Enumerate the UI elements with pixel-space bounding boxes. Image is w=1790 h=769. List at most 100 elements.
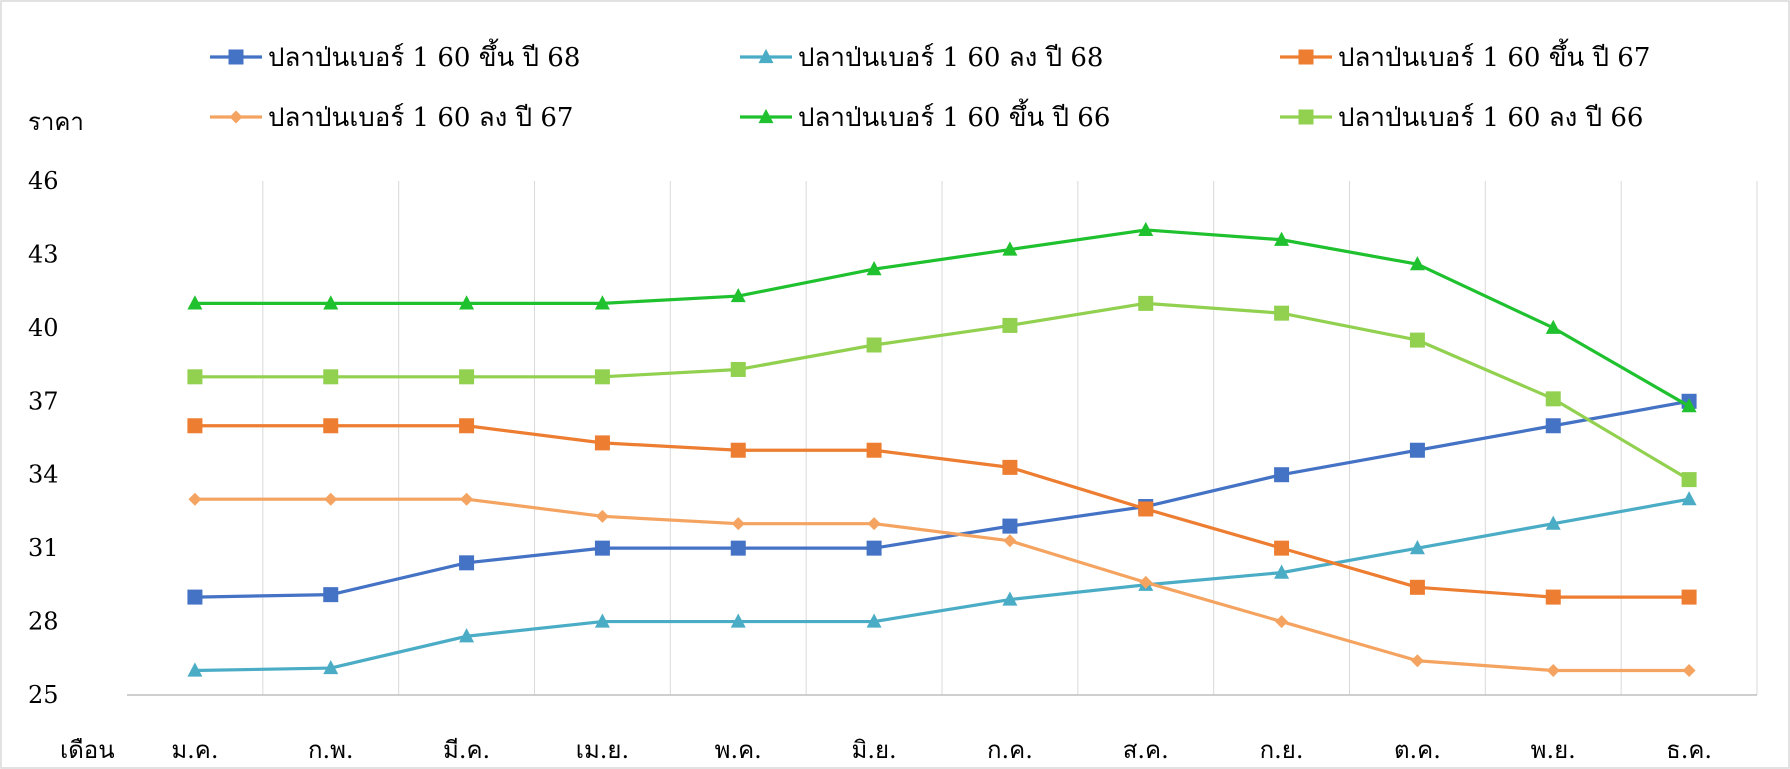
data-point	[1681, 398, 1697, 413]
x-tick-label: ม.ค.	[171, 736, 218, 764]
data-point	[460, 492, 474, 506]
data-point	[1274, 564, 1290, 579]
data-point	[1546, 664, 1560, 678]
legend-label: ปลาป่นเบอร์ 1 60 ขึ้น ปี 67	[1338, 38, 1650, 73]
legend-item: ปลาป่นเบอร์ 1 60 ขึ้น ปี 66	[740, 98, 1110, 133]
x-tick-label: ก.ย.	[1260, 736, 1304, 764]
data-point	[1275, 615, 1289, 629]
data-point	[1682, 664, 1696, 678]
data-point	[1545, 418, 1561, 434]
series-layer	[187, 221, 1697, 678]
series-line	[194, 424, 1690, 599]
data-point	[731, 517, 745, 531]
data-point	[1003, 534, 1017, 548]
legend-marker	[228, 49, 244, 65]
data-point	[1002, 591, 1018, 606]
series-line	[194, 399, 1690, 599]
data-point	[1002, 518, 1018, 534]
legend: ปลาป่นเบอร์ 1 60 ขึ้น ปี 68 ปลาป่นเบอร์ 1…	[210, 38, 1650, 133]
data-point	[730, 361, 746, 377]
data-point	[1139, 575, 1153, 589]
legend-marker	[758, 48, 774, 64]
series-line	[194, 301, 1690, 481]
data-point	[459, 418, 475, 434]
legend-label: ปลาป่นเบอร์ 1 60 ขึ้น ปี 66	[798, 98, 1110, 133]
series-line	[194, 497, 1690, 673]
data-point	[1545, 319, 1561, 334]
data-point	[594, 369, 610, 385]
legend-marker	[1298, 49, 1314, 65]
data-point	[1409, 579, 1425, 595]
data-point	[1409, 256, 1425, 271]
x-tick-label: ส.ค.	[1123, 736, 1169, 764]
data-point	[594, 295, 610, 310]
data-point	[1409, 442, 1425, 458]
data-point	[323, 369, 339, 385]
data-point	[1410, 654, 1424, 668]
series-line	[194, 228, 1690, 408]
legend-label: ปลาป่นเบอร์ 1 60 ขึ้น ปี 68	[268, 38, 580, 73]
data-point	[866, 442, 882, 458]
x-tick-label: ก.ค.	[987, 736, 1033, 764]
data-point	[866, 337, 882, 353]
legend-item: ปลาป่นเบอร์ 1 60 ลง ปี 67	[210, 103, 573, 133]
data-point	[1138, 295, 1154, 311]
axis-layer: 25 28 31 34 37 40 43 46 ม.ค. ก.พ. มี.ค. เม.ย. พ.ค. มิ…	[28, 167, 1757, 764]
data-point	[1274, 231, 1290, 246]
y-tick-label: 40	[28, 314, 59, 342]
data-point	[324, 492, 338, 506]
data-point	[594, 540, 610, 556]
data-point	[1002, 317, 1018, 333]
data-point	[1002, 241, 1018, 256]
x-axis-title: เดือน	[60, 736, 115, 764]
data-point	[867, 517, 881, 531]
data-point	[1409, 332, 1425, 348]
data-point	[730, 540, 746, 556]
x-tick-label: เม.ย.	[576, 736, 629, 764]
y-tick-label: 43	[28, 240, 59, 268]
data-point	[1681, 589, 1697, 605]
data-point	[1545, 589, 1561, 605]
data-point	[1002, 459, 1018, 475]
x-tick-label: มี.ค.	[443, 736, 490, 764]
legend-item: ปลาป่นเบอร์ 1 60 ลง ปี 66	[1280, 103, 1643, 133]
data-point	[730, 442, 746, 458]
data-point	[323, 418, 339, 434]
legend-marker	[229, 110, 243, 124]
data-point	[1681, 472, 1697, 488]
legend-label: ปลาป่นเบอร์ 1 60 ลง ปี 66	[1338, 103, 1643, 133]
data-point	[866, 613, 882, 628]
data-point	[323, 295, 339, 310]
data-point	[1274, 467, 1290, 483]
data-point	[1409, 540, 1425, 555]
data-point	[730, 613, 746, 628]
series-6	[187, 295, 1697, 488]
data-point	[1681, 491, 1697, 506]
y-tick-label: 31	[28, 534, 59, 562]
x-tick-label: ต.ค.	[1394, 736, 1441, 764]
data-point	[459, 369, 475, 385]
data-point	[1274, 305, 1290, 321]
series-line	[194, 497, 1690, 673]
data-point	[187, 369, 203, 385]
data-point	[459, 628, 475, 643]
x-tick-label: มิ.ย.	[852, 736, 897, 764]
data-point	[323, 587, 339, 603]
data-point	[594, 435, 610, 451]
x-tick-label: ก.พ.	[308, 736, 354, 764]
y-tick-label: 46	[28, 167, 59, 195]
y-tick-label: 37	[28, 387, 59, 415]
data-point	[187, 662, 203, 677]
x-tick-label: พ.ย.	[1531, 736, 1576, 764]
x-tick-label: ธ.ค.	[1666, 736, 1712, 764]
data-point	[594, 613, 610, 628]
data-point	[459, 295, 475, 310]
series-1	[187, 393, 1697, 605]
legend-item: ปลาป่นเบอร์ 1 60 ขึ้น ปี 68	[210, 38, 580, 73]
series-2	[187, 491, 1697, 677]
y-tick-label: 25	[28, 681, 59, 709]
series-5	[187, 221, 1697, 413]
